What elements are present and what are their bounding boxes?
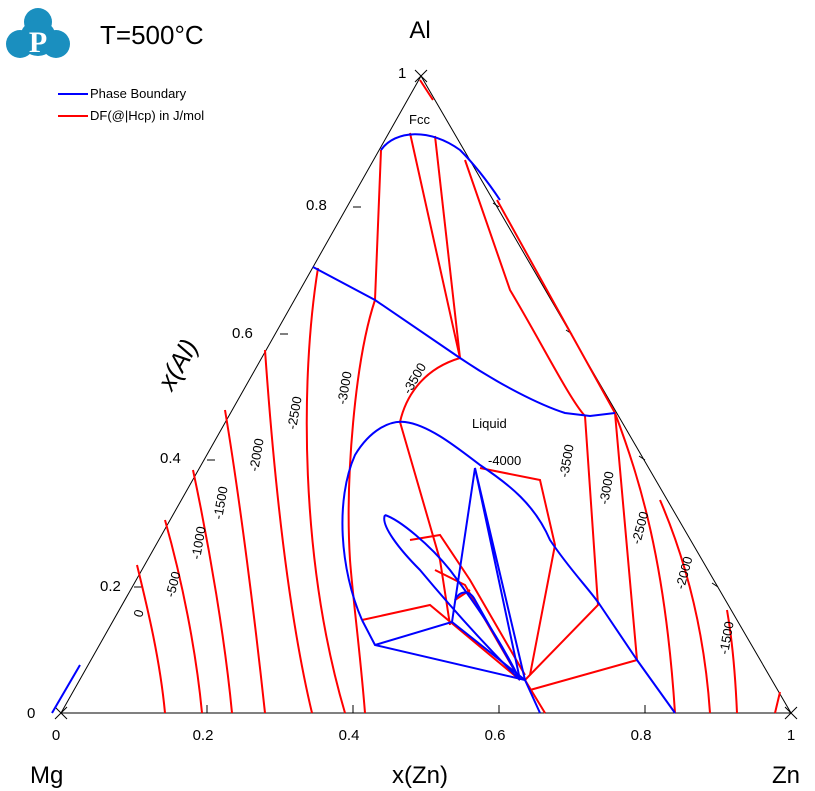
phase-boundary-lines <box>51 133 676 714</box>
left-tick-1: 1 <box>398 65 406 82</box>
diagram-title: T=500°C <box>100 20 204 50</box>
contour-label: -1500 <box>210 485 231 520</box>
left-tick-0.2: 0.2 <box>100 578 121 595</box>
phase-label-liquid: Liquid <box>472 416 507 431</box>
legend-label-df: DF(@|Hcp) in J/mol <box>90 108 204 123</box>
vertex-label-zn: Zn <box>772 762 800 789</box>
contour-label: -4000 <box>488 453 521 468</box>
vertex-label-al: Al <box>409 17 430 44</box>
contour-label: -2000 <box>246 437 267 472</box>
bottom-tick-1: 1 <box>787 727 795 744</box>
contour-label: -1500 <box>716 620 737 655</box>
df-contour-lines <box>136 79 781 714</box>
contour-label: -3000 <box>334 370 355 405</box>
contour-label: 0 <box>130 608 146 619</box>
contour-label: -2500 <box>284 395 305 430</box>
left-tick-0.8: 0.8 <box>306 197 327 214</box>
vertex-label-mg: Mg <box>30 762 63 789</box>
contour-label: -2500 <box>628 510 651 546</box>
contour-label: -3500 <box>556 443 577 478</box>
left-tick-0.6: 0.6 <box>232 325 253 342</box>
bottom-tick-0.6: 0.6 <box>485 727 506 744</box>
contour-label: -3000 <box>596 470 617 505</box>
left-axis-title: x(Al) <box>150 334 204 397</box>
legend-label-phase-boundary: Phase Boundary <box>90 86 187 101</box>
contour-label: -500 <box>162 570 183 599</box>
triangle-frame <box>60 74 792 714</box>
bottom-tick-0.4: 0.4 <box>339 727 360 744</box>
bottom-tick-0: 0 <box>52 727 60 744</box>
bottom-axis-title: x(Zn) <box>392 762 448 789</box>
left-tick-0.4: 0.4 <box>160 450 181 467</box>
contour-label: -1000 <box>188 525 209 560</box>
svg-text:P: P <box>29 26 47 59</box>
bottom-tick-0.2: 0.2 <box>193 727 214 744</box>
contour-label: -2000 <box>672 555 695 591</box>
phase-label-fcc: Fcc <box>409 112 430 127</box>
logo-icon: P <box>6 8 70 59</box>
bottom-tick-0.8: 0.8 <box>631 727 652 744</box>
left-tick-0: 0 <box>27 705 35 722</box>
tick-marks <box>54 69 798 720</box>
